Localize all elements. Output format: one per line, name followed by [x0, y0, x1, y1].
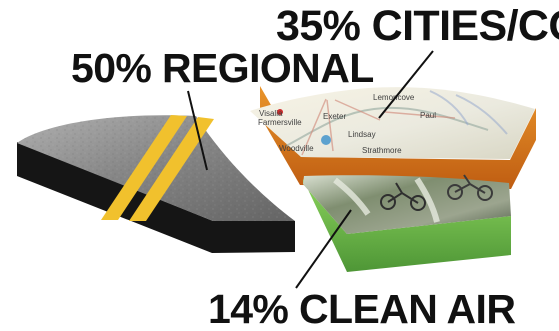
road-stripe-right [129, 117, 214, 221]
map-label-visalia: Visalia [259, 109, 283, 118]
clean-air-slice-side [303, 179, 511, 272]
map-label-lemoncove: Lemoncove [373, 93, 415, 102]
road-stripe-left [101, 115, 187, 220]
map-label-paul: Paul [420, 111, 436, 120]
cities-slice-side [260, 86, 536, 189]
leader-line-clean-air [295, 209, 352, 289]
map-label-woodville: Woodville [279, 144, 314, 153]
map-label-strathmore: Strathmore [362, 146, 402, 155]
label-cities-county: 35% CITIES/COUNTY [276, 2, 559, 50]
map-label-exeter: Exeter [323, 112, 346, 121]
map-label-lindsay: Lindsay [348, 130, 376, 139]
map-label-farmersville: Farmersville [258, 118, 302, 127]
pie-slice-regional [17, 115, 295, 253]
label-clean-air: 14% CLEAN AIR [208, 286, 515, 331]
leader-line-cities-county [378, 50, 434, 119]
regional-slice-side [17, 142, 295, 253]
label-regional: 50% REGIONAL [71, 45, 374, 91]
pie-slice-cities-county: Visalia Lemoncove Exeter Lindsay Strathm… [250, 86, 536, 189]
pie-slice-clean-air [303, 174, 511, 272]
leader-line-regional [187, 90, 208, 171]
